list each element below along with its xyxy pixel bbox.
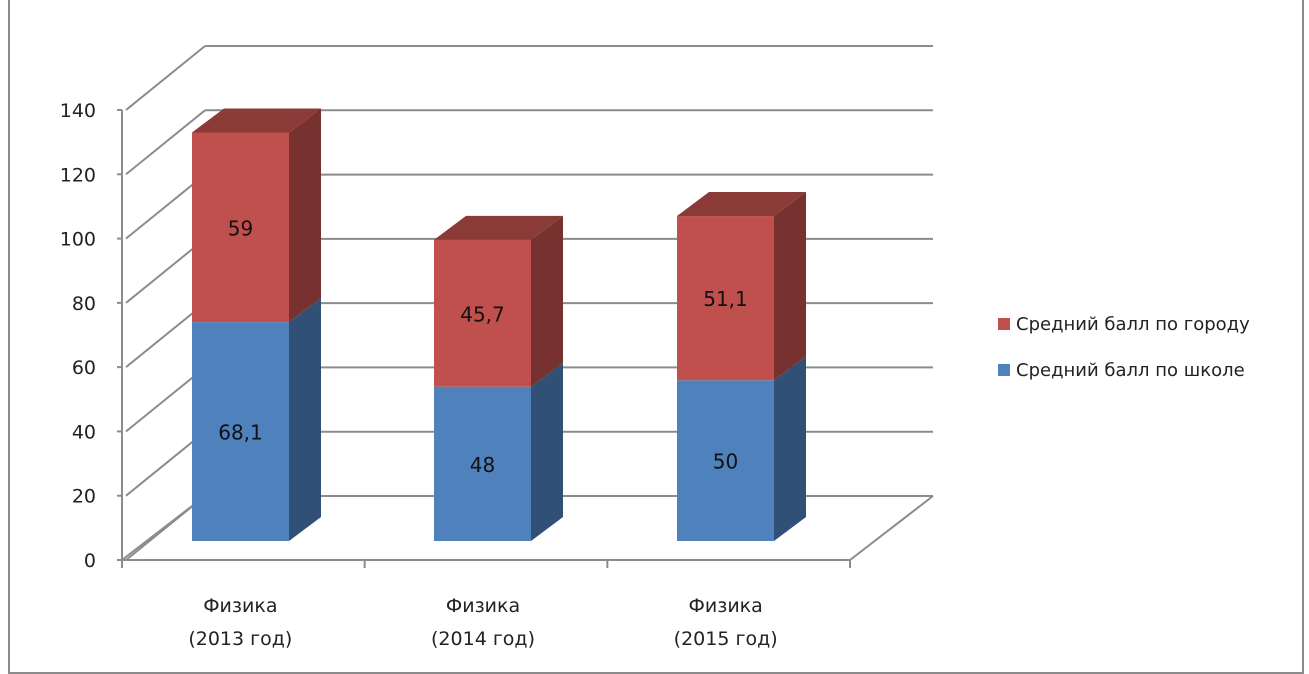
y-tick-label: 40 [72,421,96,443]
bar-side-city [774,192,806,381]
y-tick-label: 140 [60,100,96,122]
y-tick-label: 0 [84,550,96,572]
data-label: 68,1 [218,421,263,445]
gridline-diagonal [125,302,206,368]
bar-segment-school [192,322,289,541]
bar-segment-school [677,380,774,541]
bar-side-school [289,298,321,541]
bar-side-city [531,215,563,387]
floor-right-edge [849,495,934,561]
data-label: 45,7 [460,302,505,326]
data-label: 50 [713,450,738,474]
x-category-label: (2015 год) [674,628,778,650]
legend-swatch [998,364,1010,376]
bar-top [192,108,321,133]
x-category-label: (2014 год) [431,628,535,650]
gridline-diagonal [125,173,206,240]
data-label: 51,1 [703,287,748,311]
gridline-diagonal [125,238,206,304]
bar-segment-school [434,386,531,541]
legend-label: Средний балл по школе [1016,360,1245,381]
bar-segment-city [677,216,774,381]
x-category-label: Физика [203,595,277,617]
x-category-label: (2013 год) [188,628,292,650]
legend-label: Средний балл по городу [1016,314,1250,335]
y-tick-label: 60 [72,357,96,379]
data-label: 48 [470,453,495,477]
gridline-diagonal [125,430,206,497]
legend-swatch [998,318,1010,330]
gridline-diagonal [125,366,206,433]
data-label: 59 [228,216,253,240]
bar-side-school [774,356,806,541]
x-category-label: Физика [689,595,763,617]
y-tick-label: 120 [60,164,96,186]
floor-left-edge [121,495,206,561]
bar-side-school [531,362,563,541]
gridline-diagonal [125,45,206,111]
y-tick-label: 100 [60,229,96,251]
bar-segment-city [192,132,289,323]
bar-segment-city [434,239,531,387]
y-tick-label: 20 [72,486,96,508]
bar-side-city [289,108,321,323]
bar-top [434,215,563,240]
bar-top [677,192,806,217]
gridline-diagonal [125,109,206,176]
x-category-label: Физика [446,595,520,617]
y-tick-label: 80 [72,293,96,315]
